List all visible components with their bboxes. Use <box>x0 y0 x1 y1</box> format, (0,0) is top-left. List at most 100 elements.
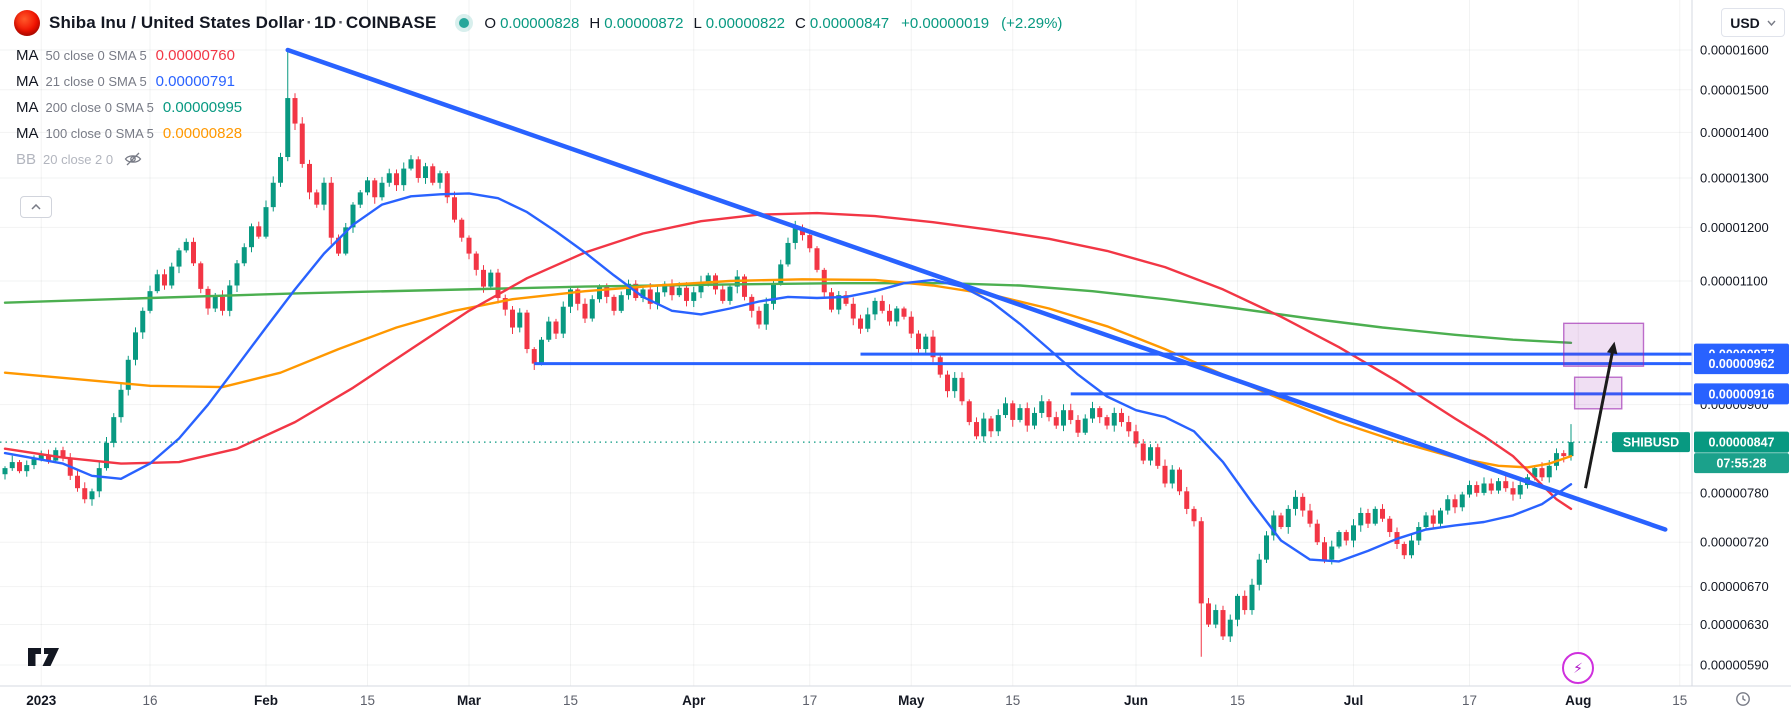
change-percent: (+2.29%) <box>1001 14 1063 32</box>
ma100-line[interactable] <box>3 278 1573 469</box>
up-arrow-annotation[interactable] <box>1584 341 1618 489</box>
indicator-value: 0.00000828 <box>162 124 243 142</box>
low-label: L <box>693 14 702 32</box>
open-label: O <box>484 14 497 32</box>
svg-text:15: 15 <box>360 693 375 708</box>
svg-text:May: May <box>898 693 925 708</box>
boost-lightning-icon[interactable]: ⚡ <box>1562 652 1594 684</box>
level-badge-916 <box>1694 383 1789 405</box>
legend-row-ma100[interactable]: MA 100 close 0 SMA 5 0.00000828 <box>16 120 242 146</box>
svg-text:0.00000847: 0.00000847 <box>1708 436 1774 450</box>
tradingview-logo[interactable] <box>26 642 62 675</box>
level-badge-962 <box>1694 353 1789 375</box>
svg-text:0.00000916: 0.00000916 <box>1708 387 1774 401</box>
symbol-title[interactable]: Shiba Inu / United States Dollar · 1D · COIN… <box>49 13 436 33</box>
svg-text:16: 16 <box>142 693 157 708</box>
symbol-name: Shiba Inu / United States Dollar <box>49 13 305 32</box>
descending-trendline[interactable] <box>285 47 1668 532</box>
svg-text:0.00000670: 0.00000670 <box>1700 579 1769 594</box>
svg-text:15: 15 <box>1672 693 1687 708</box>
svg-text:0.00000630: 0.00000630 <box>1700 617 1769 632</box>
grid-lines <box>0 0 1692 686</box>
time-axis-clock-icon[interactable] <box>1735 691 1751 712</box>
high-label: H <box>589 14 601 32</box>
candlesticks <box>2 50 1574 657</box>
chevron-down-icon <box>1767 20 1776 26</box>
separator-dot: · <box>338 13 344 32</box>
horizontal-level-lines[interactable] <box>534 352 1692 396</box>
indicator-params: 100 close 0 SMA 5 <box>45 125 154 141</box>
svg-text:Mar: Mar <box>457 693 482 708</box>
svg-text:0.00001600: 0.00001600 <box>1700 43 1769 58</box>
legend-row-ma200[interactable]: MA 200 close 0 SMA 5 0.00000995 <box>16 94 242 120</box>
low-value: 0.00000822 <box>705 14 786 32</box>
market-status-dot[interactable] <box>459 18 470 28</box>
indicator-value: 0.00000791 <box>155 72 235 90</box>
ma21-line[interactable] <box>3 192 1573 563</box>
svg-text:0.00000780: 0.00000780 <box>1700 485 1769 500</box>
svg-text:0.00001200: 0.00001200 <box>1700 220 1769 235</box>
indicator-name: BB <box>16 150 37 168</box>
current-price-badge: SHIBUSD 0.00000847 07:55:28 <box>1612 431 1789 474</box>
ma50-line[interactable] <box>3 211 1573 511</box>
svg-text:Feb: Feb <box>254 693 278 708</box>
supply-zones[interactable] <box>1563 322 1645 410</box>
timeframe-label: 1D <box>314 13 337 32</box>
zone-rect-1 <box>1563 322 1645 367</box>
close-value: 0.00000847 <box>809 14 890 32</box>
currency-selector[interactable]: USD <box>1721 8 1785 37</box>
svg-text:Jul: Jul <box>1344 693 1364 708</box>
svg-text:2023: 2023 <box>26 693 57 708</box>
svg-text:0.00000720: 0.00000720 <box>1700 535 1769 550</box>
svg-text:0.00000962: 0.00000962 <box>1708 357 1774 371</box>
countdown-badge <box>1694 453 1789 474</box>
high-value: 0.00000872 <box>604 14 684 32</box>
ohlc-values: O 0.00000828 H 0.00000872 L 0.00000822 C 0.0… <box>484 15 1062 32</box>
legend-collapse-button[interactable] <box>20 196 52 218</box>
svg-text:Jun: Jun <box>1124 693 1148 708</box>
indicator-legend: MA 50 close 0 SMA 5 0.00000760 MA 21 clo… <box>16 42 242 172</box>
svg-text:17: 17 <box>1462 693 1477 708</box>
time-axis-labels[interactable]: 2023 16 Feb 15 Mar 15 Apr 17 May 15 Jun 15 Jul 17 Aug 1… <box>26 693 1687 708</box>
chart-header: Shiba Inu / United States Dollar · 1D · COIN… <box>14 10 1062 36</box>
indicator-value: 0.00000995 <box>162 98 243 116</box>
change-value: +0.00000019 <box>901 14 990 32</box>
chevron-up-icon <box>31 204 41 210</box>
svg-text:07:55:28: 07:55:28 <box>1716 457 1766 471</box>
indicator-name: MA <box>16 124 39 142</box>
price-axis-labels[interactable]: 0.00001600 0.00001500 0.00001400 0.00001300… <box>1700 43 1769 673</box>
symbol-tag <box>1612 432 1690 453</box>
ma200-line[interactable] <box>3 282 1573 344</box>
currency-label: USD <box>1730 14 1760 31</box>
svg-text:17: 17 <box>802 693 817 708</box>
svg-text:0.00000590: 0.00000590 <box>1700 658 1769 673</box>
indicator-params: 20 close 2 0 <box>43 151 114 167</box>
indicator-params: 200 close 0 SMA 5 <box>45 99 154 115</box>
svg-text:15: 15 <box>563 693 578 708</box>
svg-text:0.00001400: 0.00001400 <box>1700 125 1769 140</box>
svg-text:Apr: Apr <box>682 693 706 708</box>
legend-row-bb20[interactable]: BB 20 close 2 0 <box>16 146 242 172</box>
indicator-params: 21 close 0 SMA 5 <box>45 73 147 89</box>
svg-text:0.00001100: 0.00001100 <box>1700 273 1768 288</box>
legend-row-ma50[interactable]: MA 50 close 0 SMA 5 0.00000760 <box>16 42 242 68</box>
exchange-label: COINBASE <box>345 13 437 32</box>
svg-text:SHIBUSD: SHIBUSD <box>1623 436 1679 450</box>
separator-dot: · <box>306 13 313 32</box>
open-value: 0.00000828 <box>500 14 580 32</box>
indicator-value: 0.00000760 <box>155 46 235 64</box>
shib-logo[interactable] <box>14 10 40 36</box>
svg-text:0.00001500: 0.00001500 <box>1700 82 1769 97</box>
eye-off-icon[interactable] <box>124 152 142 166</box>
svg-text:Aug: Aug <box>1565 693 1591 708</box>
close-label: C <box>795 14 806 32</box>
zone-rect-2 <box>1573 376 1623 410</box>
svg-text:15: 15 <box>1005 693 1020 708</box>
svg-text:15: 15 <box>1230 693 1245 708</box>
indicator-name: MA <box>16 98 39 116</box>
indicator-name: MA <box>16 46 39 64</box>
legend-row-ma21[interactable]: MA 21 close 0 SMA 5 0.00000791 <box>16 68 242 94</box>
